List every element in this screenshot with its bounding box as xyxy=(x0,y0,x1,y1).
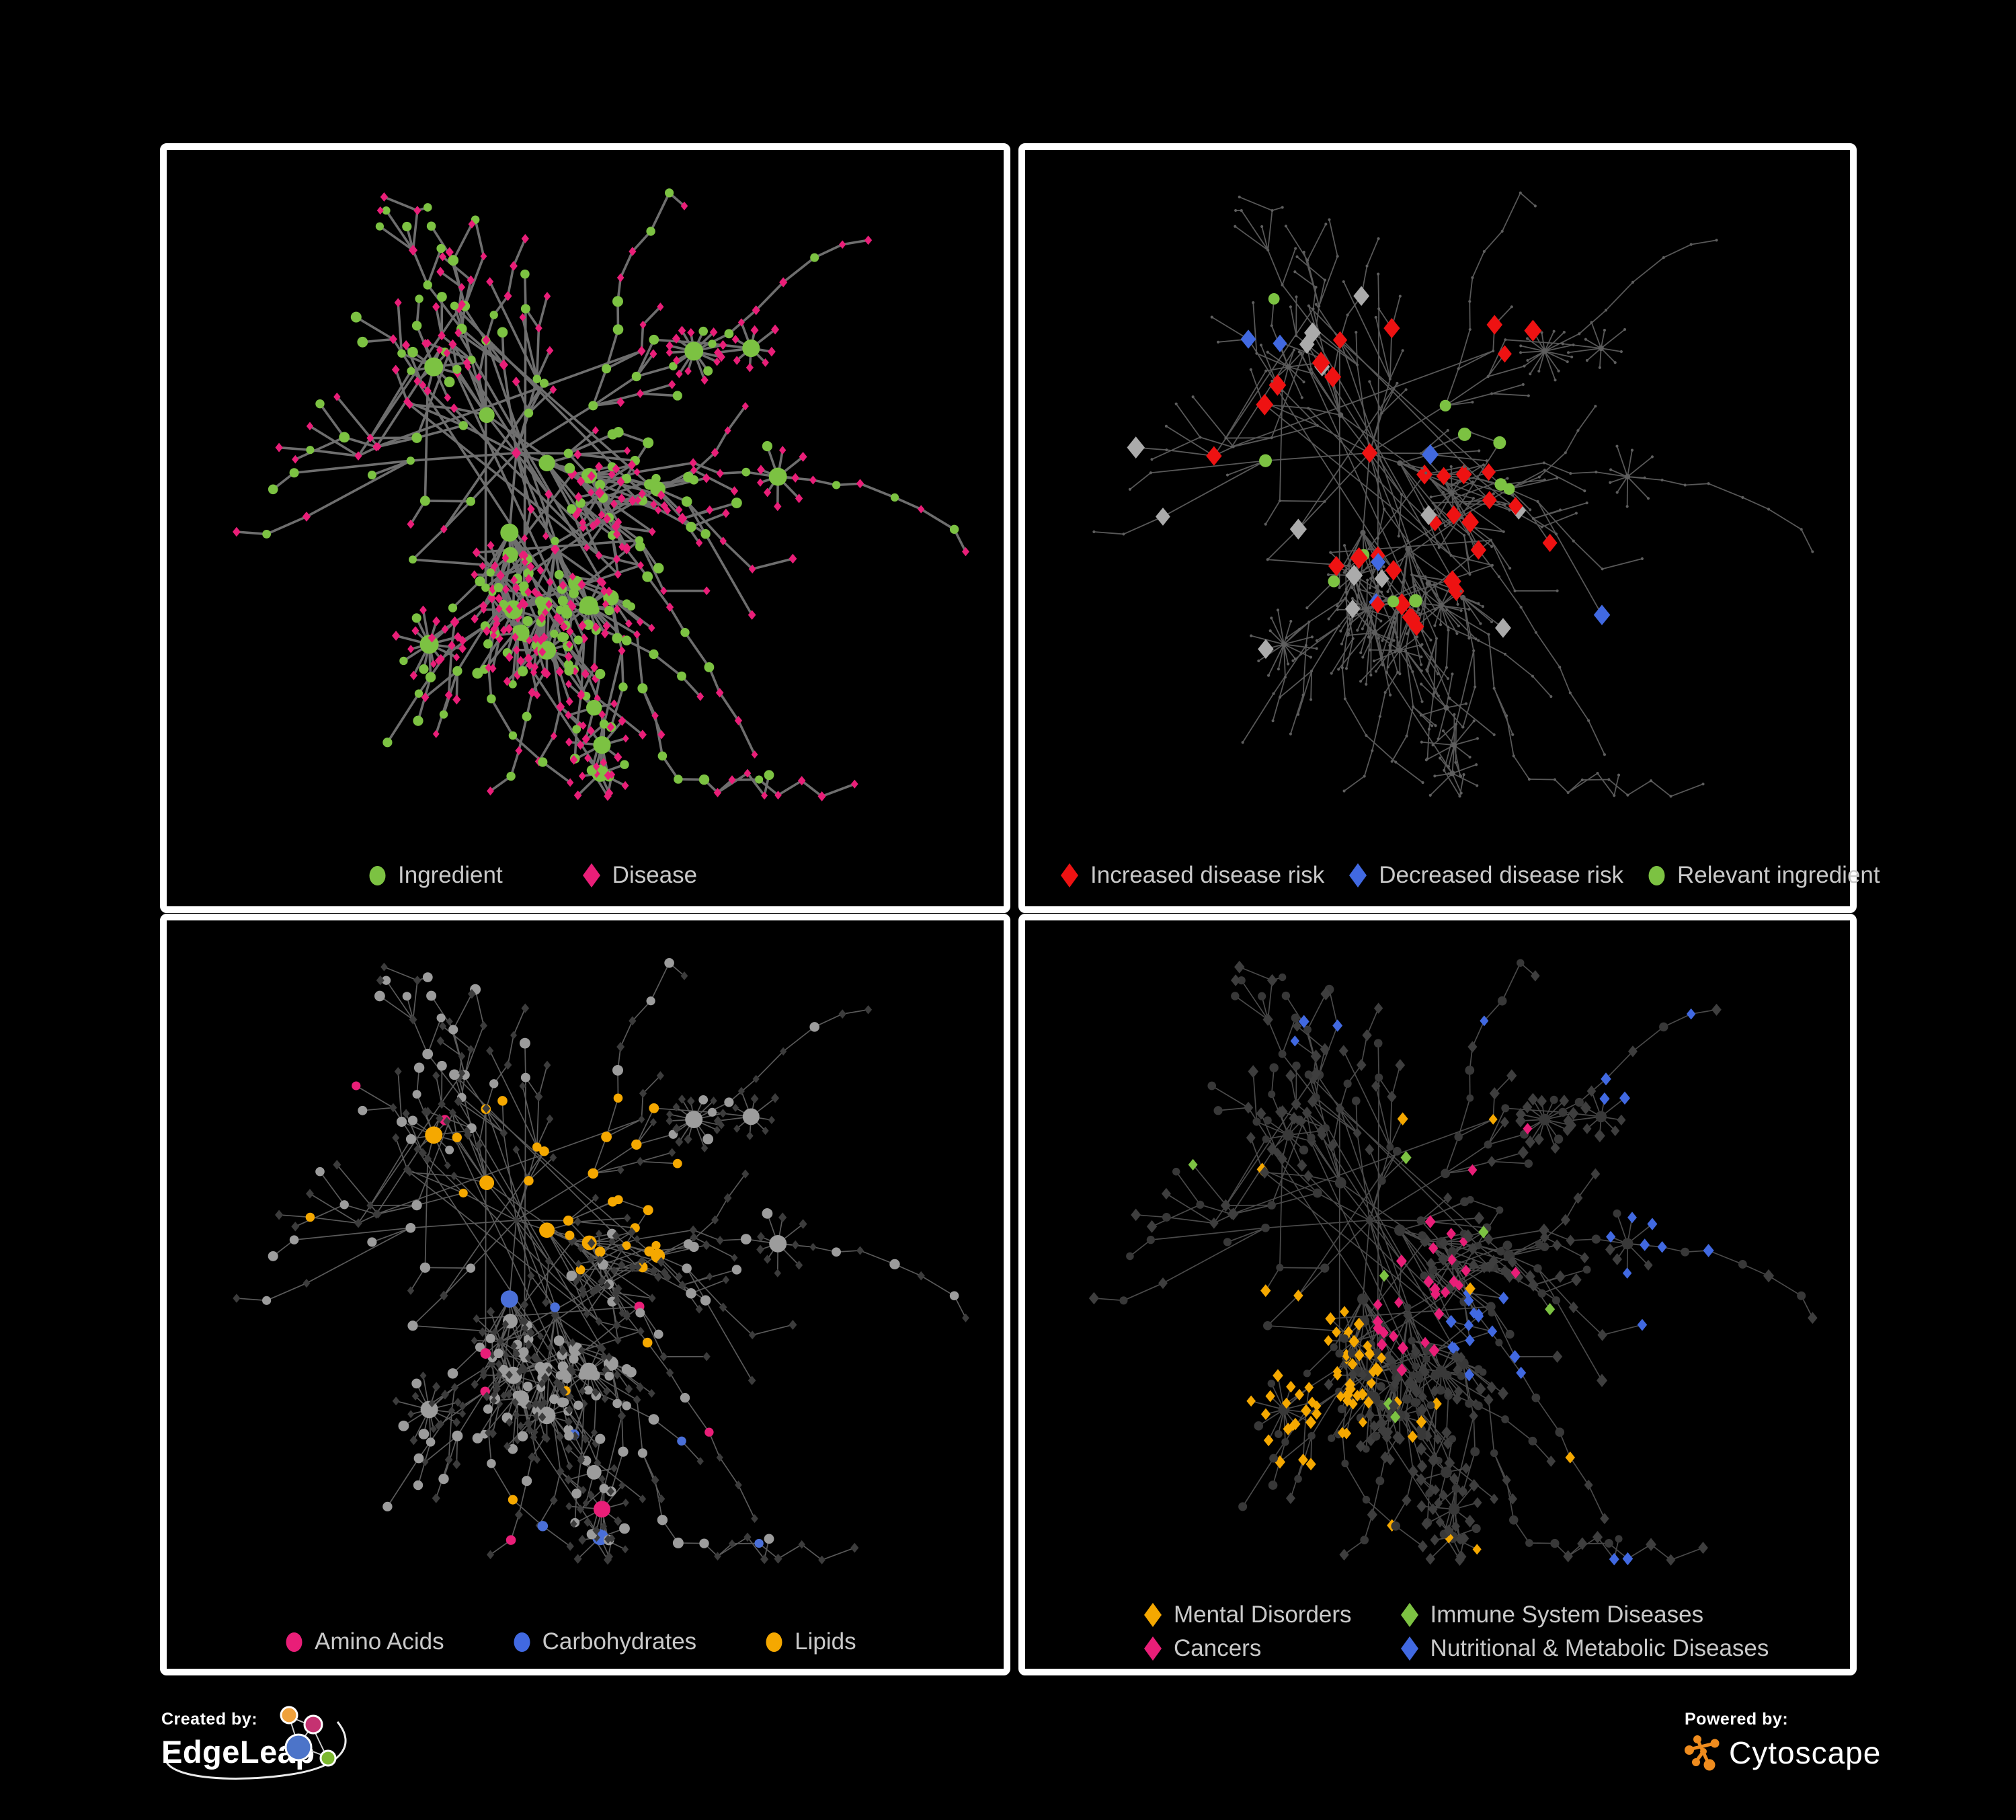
legend-diamond-icon xyxy=(1143,1636,1162,1661)
disease-risk-legend-item-2: Relevant ingredient xyxy=(1648,862,1880,889)
legend-circle-icon xyxy=(285,1631,303,1653)
disease-categories-legend-item-1: Immune System Diseases xyxy=(1400,1601,1769,1628)
disease-categories-legend-item-3: Nutritional & Metabolic Diseases xyxy=(1400,1635,1769,1662)
disease-categories-legend-label-3: Nutritional & Metabolic Diseases xyxy=(1430,1635,1769,1661)
network-ingredient-classes xyxy=(233,957,969,1565)
legend-diamond-icon xyxy=(1060,863,1079,888)
ingredient-disease-legend-label-0: Ingredient xyxy=(398,862,503,888)
legend-diamond-icon xyxy=(1348,863,1367,888)
ingredient-classes-legend-label-2: Lipids xyxy=(795,1628,856,1655)
panel-disease-categories: Mental Disorders Immune System Diseases Ca… xyxy=(1018,914,1857,1675)
disease-risk-legend-item-0: Increased disease risk xyxy=(1060,862,1324,889)
created-by-block: Created by: EdgeLeap xyxy=(161,1706,347,1797)
disease-categories-legend-label-1: Immune System Diseases xyxy=(1430,1601,1704,1628)
legend-circle-icon xyxy=(368,865,387,887)
panel-ingredient-classes: Amino Acids Carbohydrates Lipids xyxy=(160,914,1010,1675)
ingredient-disease-legend-item-0: Ingredient xyxy=(368,862,503,889)
powered-by-label: Powered by: xyxy=(1685,1710,1789,1729)
disease-categories-legend-label-2: Cancers xyxy=(1174,1635,1262,1661)
disease-risk-legend-label-0: Increased disease risk xyxy=(1090,862,1325,888)
legend-diamond-icon xyxy=(1400,1636,1419,1661)
network-disease-risk xyxy=(1092,191,1814,798)
panel-ingredient-disease: Ingredient Disease xyxy=(160,143,1010,913)
disease-categories-legend-item-2: Cancers xyxy=(1143,1635,1352,1662)
cytoscape-brand: Cytoscape xyxy=(1729,1735,1882,1770)
ingredient-disease-legend-item-1: Disease xyxy=(582,862,697,889)
created-by-label: Created by: xyxy=(161,1710,258,1729)
panel-disease-risk: Increased disease risk Decreased disease … xyxy=(1018,143,1880,913)
legend-diamond-icon xyxy=(582,863,601,888)
ingredient-classes-legend-item-2: Lipids xyxy=(765,1628,856,1655)
disease-categories-legend-label-0: Mental Disorders xyxy=(1174,1601,1352,1628)
disease-risk-legend-item-1: Decreased disease risk xyxy=(1348,862,1623,889)
legend-circle-icon xyxy=(1648,865,1666,887)
ingredient-disease-legend-label-1: Disease xyxy=(612,862,698,888)
legend-circle-icon xyxy=(513,1631,531,1653)
legend-diamond-icon xyxy=(1143,1602,1162,1628)
legend-circle-icon xyxy=(765,1631,783,1653)
ingredient-classes-legend-item-0: Amino Acids xyxy=(285,1628,444,1655)
network-disease-categories xyxy=(1088,959,1818,1566)
powered-by-block: Powered by: Cytoscape xyxy=(1685,1710,1881,1772)
ingredient-classes-legend-label-1: Carbohydrates xyxy=(542,1628,697,1655)
disease-categories-legend-item-0: Mental Disorders xyxy=(1143,1601,1352,1628)
disease-risk-legend-label-2: Relevant ingredient xyxy=(1677,862,1880,888)
legend-disease-risk: Increased disease risk Decreased disease … xyxy=(1025,862,1880,889)
legend-diamond-icon xyxy=(1400,1602,1419,1628)
legend-ingredient-disease: Ingredient Disease xyxy=(167,862,1004,889)
ingredient-classes-legend-label-0: Amino Acids xyxy=(315,1628,444,1655)
network-ingredient-disease xyxy=(233,188,969,801)
edgeleap-logo-icon xyxy=(165,1706,347,1780)
cytoscape-logo-icon xyxy=(1685,1735,1720,1771)
disease-risk-legend-label-1: Decreased disease risk xyxy=(1379,862,1624,888)
legend-ingredient-classes: Amino Acids Carbohydrates Lipids xyxy=(167,1628,1004,1655)
ingredient-classes-legend-item-1: Carbohydrates xyxy=(513,1628,697,1655)
legend-disease-categories: Mental Disorders Immune System Diseases Ca… xyxy=(1025,1601,1850,1662)
